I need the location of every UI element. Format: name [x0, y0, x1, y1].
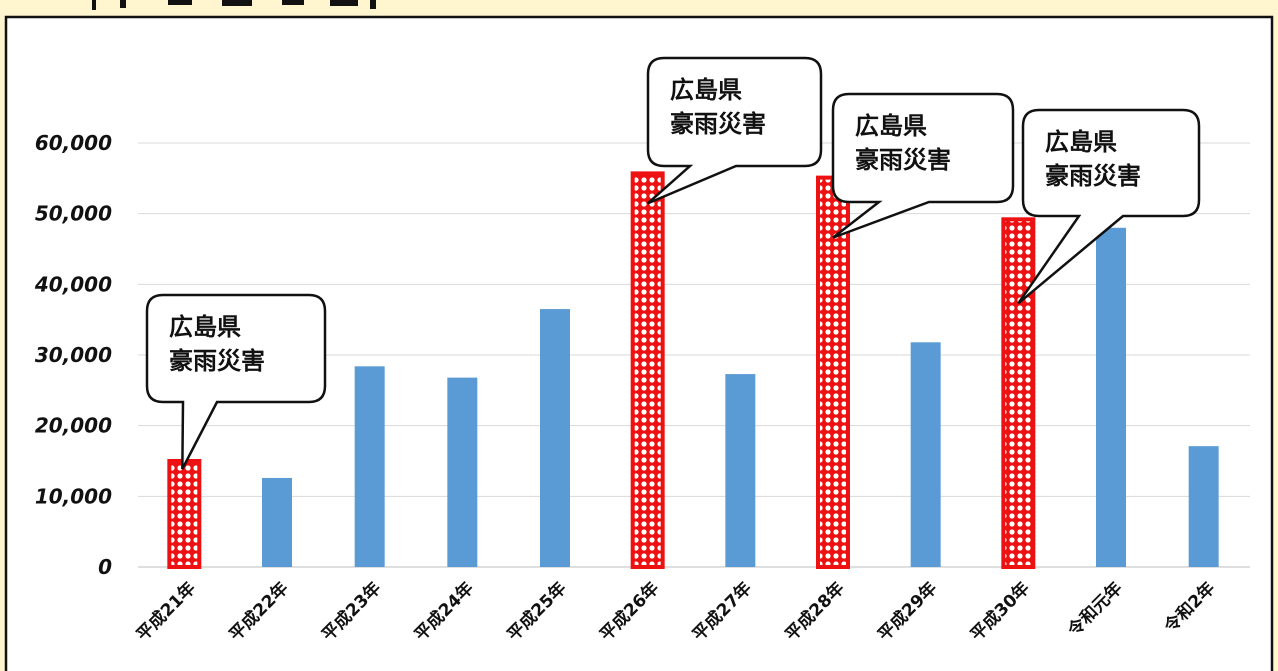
- bar-平成29年: [910, 342, 941, 567]
- callout-text: 豪雨災害: [670, 110, 766, 138]
- bar-令和元年: [1096, 227, 1126, 568]
- bar-平成30年: [1001, 217, 1036, 569]
- callout-text: 豪雨災害: [169, 347, 265, 375]
- callout-bubble: [1017, 108, 1201, 305]
- bar-令和2年: [1188, 446, 1219, 567]
- y-tick-label: 50,000: [35, 202, 112, 226]
- y-tick-label: 60,000: [35, 131, 112, 155]
- y-tick-label: 0: [98, 555, 112, 579]
- callout-bubble: [646, 56, 823, 205]
- callout-text: 豪雨災害: [1045, 162, 1141, 190]
- bars: [167, 171, 1219, 570]
- bar-平成27年: [725, 374, 756, 567]
- callout-text: 広島県: [1045, 128, 1117, 156]
- bar-平成24年: [447, 377, 478, 567]
- bar-平成23年: [354, 366, 385, 567]
- y-tick-label: 10,000: [35, 484, 112, 508]
- callout-text: 広島県: [855, 112, 927, 140]
- callout-text: 広島県: [169, 313, 241, 341]
- bar-平成25年: [540, 309, 570, 567]
- bar-平成22年: [262, 477, 292, 567]
- y-tick-label: 20,000: [35, 414, 112, 438]
- bar-平成21年: [167, 459, 202, 569]
- callout-text: 豪雨災害: [855, 146, 951, 174]
- y-tick-label: 30,000: [35, 343, 112, 367]
- callout-bubble: [831, 92, 1015, 239]
- y-axis: 0 10,000 20,000 30,000 40,000 50,000 60,000: [34, 131, 112, 579]
- callout-bubble: [145, 293, 327, 470]
- callout-text: 広島県: [670, 76, 742, 104]
- cropped-heading-fragment: [92, 0, 376, 10]
- y-tick-label: 40,000: [34, 272, 112, 296]
- bar-平成28年: [816, 175, 850, 569]
- bar-平成26年: [630, 171, 665, 570]
